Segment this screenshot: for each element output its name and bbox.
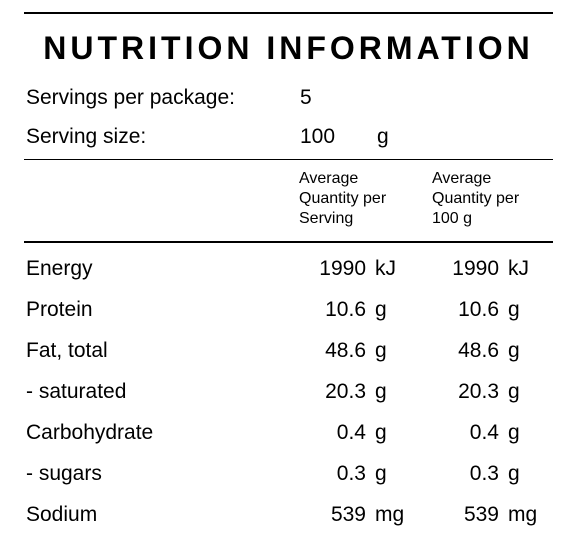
per-100g-unit: g: [508, 380, 520, 403]
per-100g-unit: kJ: [508, 257, 529, 280]
per-100g-value: 20.3: [458, 380, 499, 403]
nutrient-name: - saturated: [26, 380, 127, 403]
per-100g-value: 0.3: [469, 462, 499, 485]
column-header-line: Serving: [299, 210, 354, 227]
column-header-line: Average: [299, 170, 359, 187]
per-serving-unit: g: [375, 462, 387, 485]
top-divider: [24, 12, 553, 14]
nutrient-row-energy: Energy 1990 kJ 1990 kJ: [24, 248, 553, 289]
column-header-line: 100 g: [432, 210, 473, 227]
per-serving-unit: g: [375, 298, 387, 321]
column-header-line: Average: [432, 170, 492, 187]
nutrient-name: Protein: [26, 298, 93, 321]
per-100g-unit: g: [508, 421, 520, 444]
nutrient-row-saturated: - saturated 20.3 g 20.3 g: [24, 371, 553, 412]
nutrient-row-sugars: - sugars 0.3 g 0.3 g: [24, 453, 553, 494]
nutrient-row-fat-total: Fat, total 48.6 g 48.6 g: [24, 330, 553, 371]
per-serving-unit: g: [375, 421, 387, 444]
per-100g-unit: g: [508, 339, 520, 362]
servings-per-package-label: Servings per package:: [26, 86, 235, 109]
per-serving-value: 0.4: [336, 421, 366, 444]
serving-size-label: Serving size:: [26, 125, 147, 148]
column-header-line: Quantity per: [432, 190, 520, 207]
nutrient-row-carbohydrate: Carbohydrate 0.4 g 0.4 g: [24, 412, 553, 453]
per-100g-value: 539: [463, 503, 499, 526]
panel-title: NUTRITION INFORMATION: [43, 30, 534, 66]
per-serving-unit: g: [375, 380, 387, 403]
per-serving-unit: mg: [375, 503, 405, 526]
nutrient-name: Sodium: [26, 503, 98, 526]
table-divider: [24, 241, 553, 243]
per-serving-value: 48.6: [325, 339, 366, 362]
per-serving-value: 20.3: [325, 380, 366, 403]
nutrient-name: Carbohydrate: [26, 421, 154, 444]
nutrient-name: Energy: [26, 257, 93, 280]
column-header-per-100g: Average Quantity per 100 g: [432, 169, 519, 229]
per-100g-unit: mg: [508, 503, 538, 526]
nutrient-row-protein: Protein 10.6 g 10.6 g: [24, 289, 553, 330]
per-100g-value: 10.6: [458, 298, 499, 321]
per-100g-value: 0.4: [469, 421, 499, 444]
nutrient-name: Fat, total: [26, 339, 108, 362]
per-100g-unit: g: [508, 462, 520, 485]
column-header-line: Quantity per: [299, 190, 387, 207]
per-serving-unit: kJ: [375, 257, 396, 280]
per-serving-value: 1990: [319, 257, 366, 280]
nutrient-name: - sugars: [26, 462, 102, 485]
per-serving-value: 0.3: [336, 462, 366, 485]
serving-size-unit: g: [377, 125, 389, 148]
header-divider: [24, 159, 553, 160]
column-header-per-serving: Average Quantity per Serving: [299, 169, 386, 229]
per-100g-unit: g: [508, 298, 520, 321]
per-serving-value: 10.6: [325, 298, 366, 321]
nutrient-row-sodium: Sodium 539 mg 539 mg: [24, 494, 553, 535]
serving-size-value: 100: [300, 125, 336, 148]
per-100g-value: 48.6: [458, 339, 499, 362]
nutrition-panel: NUTRITION INFORMATION Servings per packa…: [24, 12, 553, 542]
servings-per-package-value: 5: [300, 86, 312, 109]
per-100g-value: 1990: [452, 257, 499, 280]
per-serving-unit: g: [375, 339, 387, 362]
per-serving-value: 539: [330, 503, 366, 526]
